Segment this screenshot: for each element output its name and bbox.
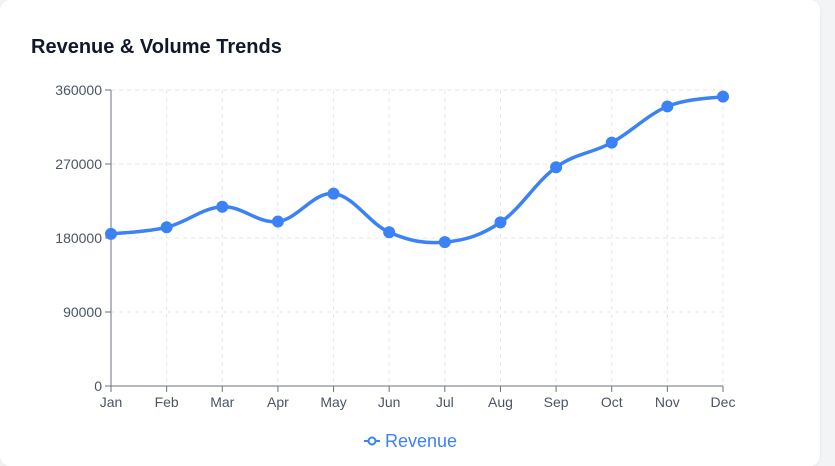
x-tick-label: Oct [601,394,623,410]
series-line-revenue [109,94,725,245]
data-point [327,187,340,200]
data-point [661,100,674,113]
x-tick-label: Jun [378,394,401,410]
data-point [216,200,229,213]
data-point [438,236,451,249]
x-tick-label: May [320,394,346,410]
data-point [717,90,729,103]
x-tick-label: Feb [155,394,179,410]
data-point [494,216,507,229]
x-tick-label: Dec [711,394,736,410]
y-tick-label: 90000 [63,304,102,320]
legend-label-revenue: Revenue [385,431,457,451]
data-point [383,226,396,239]
chart-title: Revenue & Volume Trends [31,36,282,58]
x-tick-label: Apr [267,394,289,410]
x-tick-label: Aug [488,394,513,410]
data-point [605,136,618,149]
x-tick-label: Nov [655,394,680,410]
data-point [550,161,563,174]
x-tick-label: Mar [210,394,234,410]
data-point [105,227,117,240]
x-tick-label: Jan [100,394,123,410]
x-tick-label: Sep [544,394,569,410]
legend-marker-icon [367,436,377,446]
x-tick-label: Jul [436,394,454,410]
y-tick-label: 270000 [55,156,102,172]
y-tick-label: 360000 [55,82,102,98]
data-point [271,215,284,228]
y-tick-label: 180000 [55,230,102,246]
data-point [160,221,173,234]
y-tick-label: 0 [94,378,102,394]
